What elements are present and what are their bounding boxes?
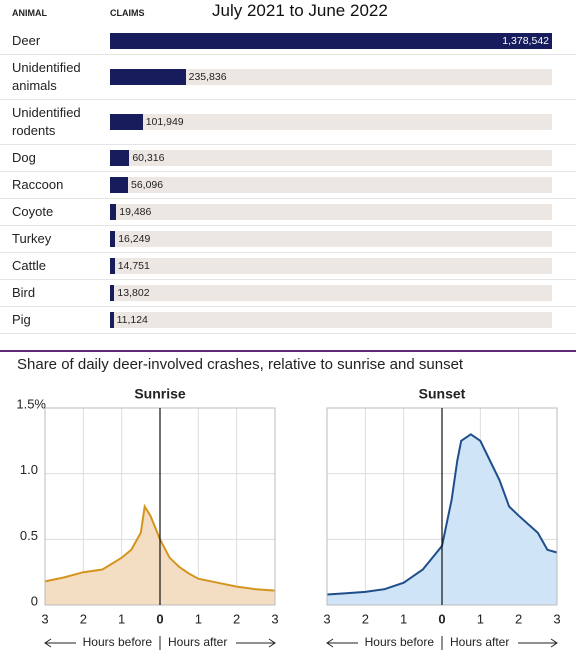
bar-track: 235,836 bbox=[110, 69, 552, 85]
x-tick-label: 3 bbox=[41, 611, 48, 626]
category-label: Unidentified rodents bbox=[12, 105, 81, 138]
chart-title: Share of daily deer-involved crashes, re… bbox=[17, 356, 464, 373]
bar-row: Pig 11,124 bbox=[0, 307, 576, 334]
bar-row: Turkey 16,249 bbox=[0, 226, 576, 253]
x-tick-label: 2 bbox=[80, 611, 87, 626]
bar bbox=[110, 69, 186, 85]
value-label: 14,751 bbox=[117, 260, 150, 272]
bar-track: 19,486 bbox=[110, 204, 552, 220]
x-tick-label: 1 bbox=[195, 611, 202, 626]
x-axis-label: Hours before bbox=[83, 635, 153, 649]
value-label: 235,836 bbox=[188, 71, 227, 83]
y-tick-label: 0 bbox=[31, 593, 38, 608]
bar-track: 56,096 bbox=[110, 177, 552, 193]
bar-row: Coyote 19,486 bbox=[0, 199, 576, 226]
value-header: CLAIMS bbox=[110, 8, 145, 18]
x-axis-label: Hours after bbox=[450, 635, 509, 649]
line bbox=[326, 433, 558, 596]
x-tick-label: 3 bbox=[271, 611, 278, 626]
category-label: Coyote bbox=[12, 204, 54, 219]
bar bbox=[110, 114, 143, 130]
panel-title: Sunrise bbox=[134, 386, 186, 402]
bar bbox=[110, 150, 130, 166]
category-label: Bird bbox=[12, 285, 36, 300]
value-label: 1,378,542 bbox=[502, 35, 549, 47]
category-label: Cattle bbox=[12, 258, 46, 273]
bar bbox=[110, 177, 128, 193]
x-tick-label: 0 bbox=[438, 611, 445, 626]
category-label: Unidentified animals bbox=[12, 60, 81, 93]
y-tick-label: 1.5% bbox=[16, 396, 46, 411]
bar-track: 11,124 bbox=[110, 312, 552, 328]
bar bbox=[110, 285, 115, 301]
value-label: 19,486 bbox=[119, 206, 152, 218]
x-tick-label: 0 bbox=[156, 611, 163, 626]
bar-row: Bird 13,802 bbox=[0, 280, 576, 307]
value-label: 56,096 bbox=[130, 179, 164, 191]
bar bbox=[110, 204, 117, 220]
bar-track: 101,949 bbox=[110, 114, 552, 130]
bar-chart: ANIMAL CLAIMS July 2021 to June 2022 Dee… bbox=[0, 1, 576, 334]
bar-track: 14,751 bbox=[110, 258, 552, 274]
category-label: Dog bbox=[12, 150, 36, 165]
category-label: Raccoon bbox=[12, 177, 64, 192]
x-tick-label: 2 bbox=[362, 611, 369, 626]
value-label: 60,316 bbox=[132, 152, 165, 164]
line bbox=[44, 503, 276, 592]
bar bbox=[110, 258, 115, 274]
category-label: Turkey bbox=[12, 231, 52, 246]
bar-track: 16,249 bbox=[110, 231, 552, 247]
value-label: 16,249 bbox=[118, 233, 151, 245]
bar-row: Dog 60,316 bbox=[0, 145, 576, 172]
value-label: 11,124 bbox=[116, 314, 148, 326]
category-label: Deer bbox=[12, 33, 41, 48]
x-tick-label: 1 bbox=[118, 611, 125, 626]
y-tick-label: 0.5 bbox=[20, 528, 38, 543]
y-tick-label: 1.0 bbox=[20, 462, 38, 477]
value-label: 101,949 bbox=[145, 116, 184, 128]
x-tick-label: 1 bbox=[477, 611, 484, 626]
bar-rows: Deer 1,378,542 Unidentified animals 235,836… bbox=[0, 28, 576, 334]
bar-track: 60,316 bbox=[110, 150, 552, 166]
category-header: ANIMAL bbox=[12, 8, 47, 18]
panel-title: Sunset bbox=[419, 386, 466, 402]
separator bbox=[0, 350, 576, 352]
category-label: Pig bbox=[12, 312, 31, 327]
x-tick-label: 1 bbox=[400, 611, 407, 626]
bar-track: 13,802 bbox=[110, 285, 552, 301]
value-label: 13,802 bbox=[117, 287, 150, 299]
arrow-head bbox=[268, 638, 276, 648]
bar bbox=[110, 33, 552, 49]
x-axis-label: Hours after bbox=[168, 635, 227, 649]
bar-row: Deer 1,378,542 bbox=[0, 28, 576, 55]
bar bbox=[110, 312, 114, 328]
x-axis-label: Hours before bbox=[365, 635, 435, 649]
bar-row: Raccoon 56,096 bbox=[0, 172, 576, 199]
x-tick-label: 2 bbox=[233, 611, 240, 626]
bar-row: Unidentified animals 235,836 bbox=[0, 55, 576, 100]
x-tick-label: 2 bbox=[515, 611, 522, 626]
bar bbox=[110, 231, 116, 247]
bar-row: Cattle 14,751 bbox=[0, 253, 576, 280]
arrow-head bbox=[326, 638, 334, 648]
area bbox=[327, 434, 557, 605]
arrow-head bbox=[550, 638, 558, 648]
bar-track: 1,378,542 bbox=[110, 33, 552, 49]
x-tick-label: 3 bbox=[553, 611, 560, 626]
bar-row: Unidentified rodents 101,949 bbox=[0, 100, 576, 145]
arrow-head bbox=[44, 638, 52, 648]
x-tick-label: 3 bbox=[323, 611, 330, 626]
chart-title: July 2021 to June 2022 bbox=[212, 1, 388, 20]
